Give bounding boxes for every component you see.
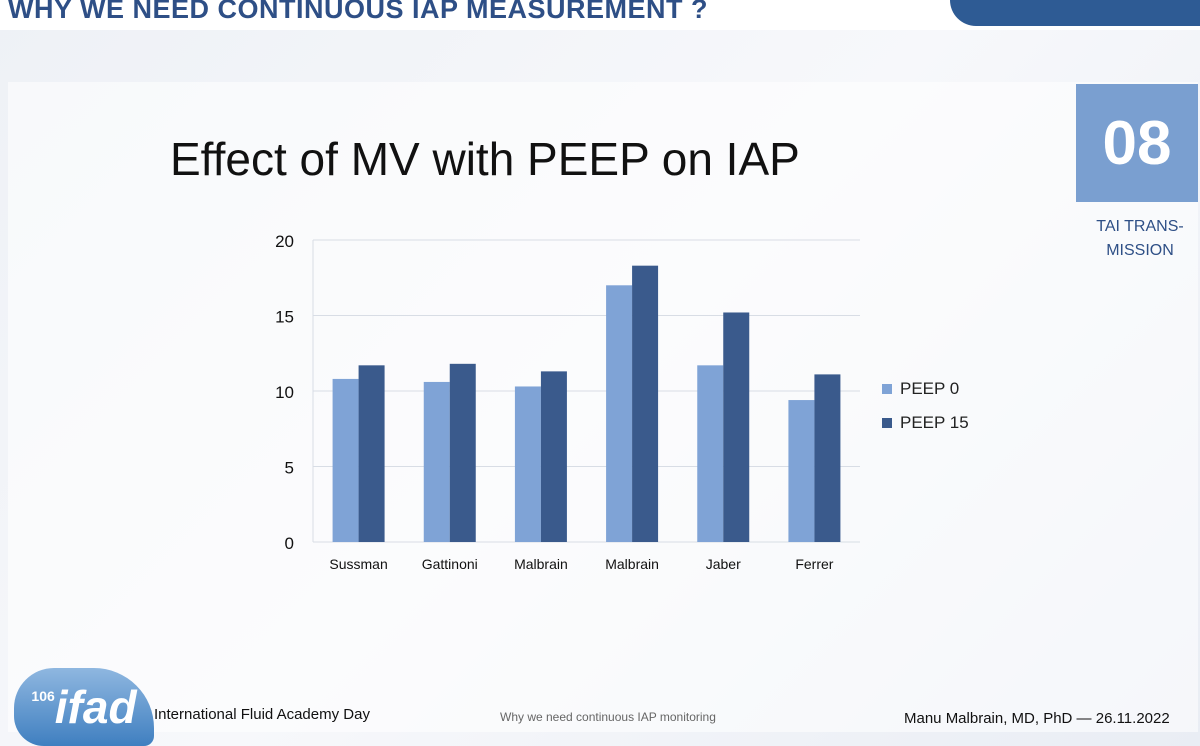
y-tick-label: 15 <box>275 308 294 327</box>
legend-swatch <box>882 418 892 428</box>
x-tick-label: Malbrain <box>605 556 659 572</box>
bar-peep0-jaber <box>697 365 724 542</box>
bar-peep0-sussman <box>332 378 359 542</box>
badge-label-2: MISSION <box>1106 242 1174 259</box>
bar-peep15-sussman <box>358 365 385 542</box>
badge-label-1: TAI TRANS- <box>1096 218 1184 235</box>
bar-peep15-malbrain <box>540 371 567 542</box>
legend-item-peep0: PEEP 0 <box>882 372 969 406</box>
legend-item-peep15: PEEP 15 <box>882 406 969 440</box>
bar-peep0-gattinoni <box>423 381 450 542</box>
bar-peep15-jaber <box>723 312 750 542</box>
header-accent <box>950 0 1200 26</box>
bar-peep15-gattinoni <box>449 363 476 542</box>
logo-text: ifad <box>54 681 137 733</box>
x-tick-label: Sussman <box>329 556 387 572</box>
x-tick-label: Jaber <box>706 556 741 572</box>
footer-topic: Why we need continuous IAP monitoring <box>500 710 716 724</box>
legend: PEEP 0 PEEP 15 <box>882 372 969 440</box>
y-tick-label: 5 <box>285 459 294 478</box>
bar-peep15-malbrain <box>632 265 659 542</box>
legend-label: PEEP 15 <box>900 413 969 432</box>
logo-number: 106 <box>31 688 55 704</box>
header-title: WHY WE NEED CONTINUOUS IAP MEASUREMENT ? <box>8 0 709 24</box>
bar-peep15-ferrer <box>814 374 841 542</box>
bar-peep0-malbrain <box>606 285 633 542</box>
bar-peep0-malbrain <box>514 386 541 542</box>
event-name: International Fluid Academy Day <box>154 706 370 723</box>
x-tick-label: Ferrer <box>795 556 833 572</box>
legend-label: PEEP 0 <box>900 379 960 398</box>
badge-label: TAI TRANS- MISSION <box>1080 215 1200 263</box>
chart-title: Effect of MV with PEEP on IAP <box>170 133 800 185</box>
slide-panel <box>8 82 1198 732</box>
legend-swatch <box>882 384 892 394</box>
ifad-logo: 106 ifad <box>14 668 154 746</box>
footer-author: Manu Malbrain, MD, PhD — 26.11.2022 <box>904 710 1170 727</box>
x-tick-label: Malbrain <box>514 556 568 572</box>
y-tick-label: 0 <box>285 534 294 553</box>
slide-number-badge: 08 <box>1076 84 1198 202</box>
bar-peep0-ferrer <box>788 400 815 542</box>
y-tick-label: 20 <box>275 232 294 251</box>
x-tick-label: Gattinoni <box>422 556 478 572</box>
y-tick-label: 10 <box>275 383 294 402</box>
